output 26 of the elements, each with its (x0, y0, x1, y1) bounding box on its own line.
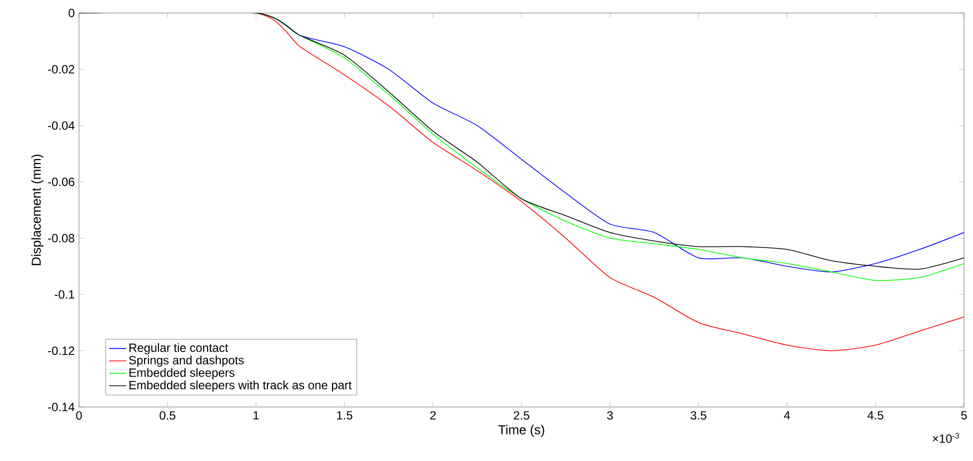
x-tick-label: 0 (76, 411, 82, 420)
y-tick-label: 0 (68, 8, 74, 18)
x-tick-label: 1.5 (337, 411, 352, 420)
y-axis-title: Displacement (mm) (31, 154, 44, 266)
x-tick-label: 2 (430, 411, 436, 420)
legend-label: Regular tie contact (130, 343, 228, 354)
y-tick-label: -0.02 (48, 65, 74, 74)
y-tick-label: -0.12 (48, 346, 74, 355)
x-tick-label: 2.5 (514, 411, 530, 420)
legend-label: Springs and dashpots (129, 356, 244, 367)
legend-label: Embedded sleepers with track as one part (130, 380, 352, 392)
x-tick-label: 3 (607, 411, 613, 420)
x-tick-label: 4 (784, 411, 790, 420)
y-tick-label: -0.1 (54, 290, 74, 299)
text: ×10$^{-3}$ (932, 432, 959, 443)
y-tick-label: -0.06 (48, 178, 74, 186)
legend-label: Embedded sleepers (130, 368, 234, 380)
x-tick-label: 4.5 (867, 411, 884, 420)
x-tick-label: 0.5 (160, 411, 176, 420)
y-tick-label: -0.04 (48, 121, 74, 130)
x-tick-label: 3.5 (690, 411, 706, 420)
x-tick-label: 5 (961, 411, 967, 420)
y-tick-label: -0.14 (48, 402, 74, 412)
x-tick-label: 1 (254, 411, 259, 420)
x-axis-title: Time (s) (498, 424, 544, 437)
y-tick-label: -0.08 (48, 234, 74, 242)
